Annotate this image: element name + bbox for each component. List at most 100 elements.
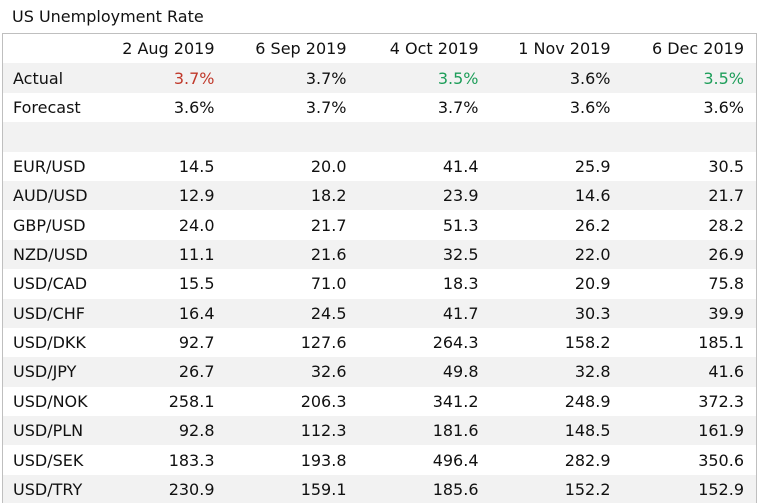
header-cell-date: 1 Nov 2019 [490,33,623,64]
pair-value: 12.9 [102,180,227,211]
page-title: US Unemployment Rate [12,7,204,26]
pair-label: EUR/USD [13,156,86,176]
table-row: USD/CAD 15.5 71.0 18.3 20.9 75.8 [3,269,757,298]
pair-value: 20.9 [574,274,611,294]
pair-value: 92.8 [102,416,227,446]
pair-value: 41.7 [358,298,491,328]
pair-value: 92.7 [178,333,215,353]
pair-value: 181.6 [358,416,491,446]
pair-value: 71.0 [310,274,347,294]
row-label: Actual [2,63,103,93]
pair-value: 230.9 [102,474,227,503]
header-row: 2 Aug 2019 6 Sep 2019 4 Oct 2019 1 Nov 2… [2,33,757,64]
forecast-value: 3.7% [305,97,347,117]
actual-value: 3.6% [490,63,623,93]
header-cell-date: 2 Aug 2019 [102,33,227,64]
pair-label: USD/PLN [2,416,103,446]
table-row: AUD/USD 12.9 18.2 23.9 14.6 21.7 [2,180,757,211]
pair-value: 183.3 [168,450,215,470]
pair-value: 18.3 [442,274,479,294]
pair-value: 152.2 [490,474,623,503]
pair-label: USD/DKK [13,333,86,353]
pair-value: 32.8 [490,357,623,387]
empty-cell [226,122,359,152]
pair-value: 341.2 [432,391,479,411]
table-row: USD/DKK 92.7 127.6 264.3 158.2 185.1 [3,328,757,357]
pair-value: 350.6 [698,450,744,470]
table-row: USD/TRY 230.9 159.1 185.6 152.2 152.9 [2,474,757,503]
pair-label: USD/TRY [2,474,103,503]
pair-value: 23.9 [358,180,491,211]
pair-value: 206.3 [300,391,347,411]
forecast-row: Forecast 3.6% 3.7% 3.7% 3.6% 3.6% [3,93,757,122]
pair-value: 161.9 [622,416,757,446]
pair-value: 258.1 [168,391,215,411]
pair-value: 14.6 [490,180,623,211]
forecast-value: 3.6% [703,97,744,117]
actual-value: 3.7% [226,63,359,93]
row-label: Forecast [13,97,81,117]
pair-value: 21.6 [226,239,359,270]
pair-value: 39.9 [622,298,757,328]
table-row: USD/PLN 92.8 112.3 181.6 148.5 161.9 [2,416,757,446]
pair-value: 248.9 [564,391,611,411]
pair-value: 20.0 [310,156,347,176]
forecast-value: 3.7% [437,97,479,117]
pair-value: 127.6 [300,333,347,353]
pair-value: 30.5 [708,156,744,176]
header-cell-date: 6 Dec 2019 [622,33,757,64]
table-row: USD/NOK 258.1 206.3 341.2 248.9 372.3 [3,387,757,416]
spacer-row [2,122,757,152]
pair-label: USD/CAD [13,274,88,294]
pair-label: USD/SEK [13,450,84,470]
forecast-value: 3.6% [569,97,611,117]
pair-value: 49.8 [358,357,491,387]
pair-value: 32.5 [358,239,491,270]
pair-value: 51.3 [442,215,479,235]
table-row: USD/JPY 26.7 32.6 49.8 32.8 41.6 [2,357,757,387]
pair-label: GBP/USD [13,215,86,235]
pair-value: 14.5 [178,156,215,176]
empty-cell [490,122,623,152]
pair-label: USD/NOK [13,391,88,411]
pair-value: 152.9 [622,474,757,503]
pair-value: 148.5 [490,416,623,446]
pair-value: 75.8 [708,274,744,294]
table-body: 2 Aug 2019 6 Sep 2019 4 Oct 2019 1 Nov 2… [2,33,757,503]
header-cell-corner [2,33,103,64]
header-cell-date: 4 Oct 2019 [358,33,491,64]
pair-value: 41.4 [442,156,479,176]
pair-value: 26.2 [574,215,611,235]
empty-cell [102,122,227,152]
pair-label: USD/CHF [2,298,103,328]
pair-label: USD/JPY [2,357,103,387]
pair-value: 25.9 [574,156,611,176]
table-row: USD/CHF 16.4 24.5 41.7 30.3 39.9 [2,298,757,328]
pair-value: 15.5 [178,274,215,294]
actual-value: 3.7% [102,63,227,93]
empty-cell [358,122,491,152]
pair-value: 22.0 [490,239,623,270]
forecast-value: 3.6% [173,97,215,117]
pair-value: 26.7 [102,357,227,387]
pair-value: 193.8 [300,450,347,470]
pair-value: 18.2 [226,180,359,211]
table-row: EUR/USD 14.5 20.0 41.4 25.9 30.5 [3,152,757,181]
pair-value: 496.4 [432,450,479,470]
pair-value: 11.1 [102,239,227,270]
pair-value: 32.6 [226,357,359,387]
pair-value: 159.1 [226,474,359,503]
pair-value: 372.3 [698,391,744,411]
pair-label: AUD/USD [2,180,103,211]
pair-value: 24.5 [226,298,359,328]
pair-value: 21.7 [310,215,347,235]
pair-value: 28.2 [708,215,744,235]
pair-value: 16.4 [102,298,227,328]
pair-value: 26.9 [622,239,757,270]
actual-value: 3.5% [358,63,491,93]
pair-value: 41.6 [622,357,757,387]
header-cell-date: 6 Sep 2019 [226,33,359,64]
pair-value: 112.3 [226,416,359,446]
pair-value: 30.3 [490,298,623,328]
pair-value: 21.7 [622,180,757,211]
